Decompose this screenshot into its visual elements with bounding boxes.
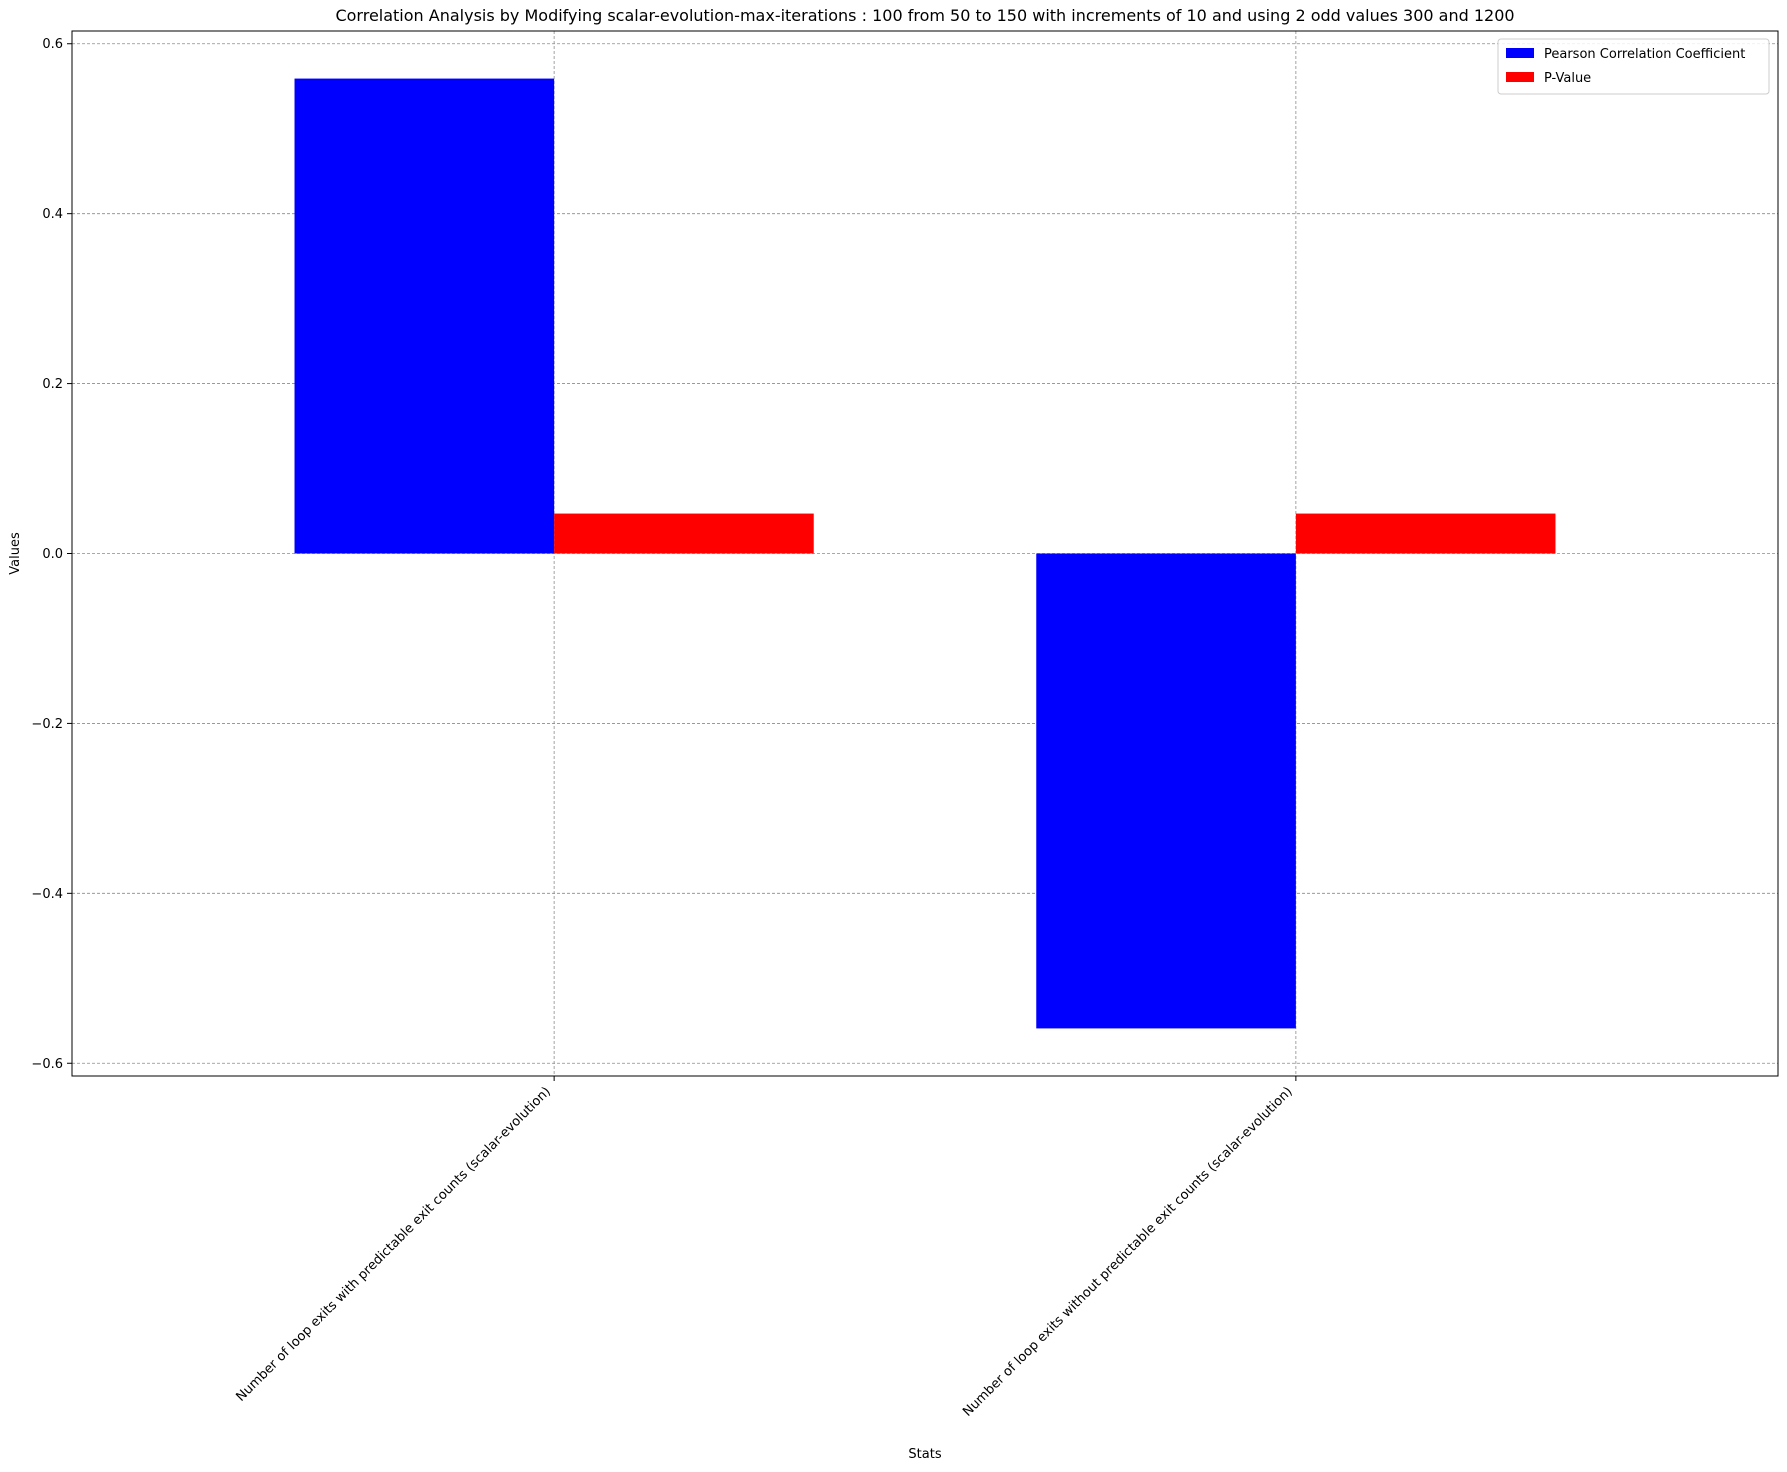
bar-pearson — [1036, 553, 1296, 1029]
legend-box — [1497, 38, 1770, 95]
legend-swatch-pvalue — [1506, 72, 1534, 82]
x-axis-label: Stats — [908, 1447, 941, 1462]
bars — [294, 78, 1556, 1029]
y-tick-label: −0.6 — [31, 1057, 63, 1072]
legend-label: Pearson Correlation Coefficient — [1544, 47, 1745, 62]
y-axis: −0.6 −0.4 −0.2 0.0 0.2 0.4 0.6 — [31, 37, 72, 1072]
chart-title: Correlation Analysis by Modifying scalar… — [335, 6, 1514, 25]
legend-label: P-Value — [1544, 71, 1591, 86]
bar-pvalue — [1295, 513, 1556, 554]
y-tick-label: −0.2 — [31, 717, 63, 732]
legend: Pearson Correlation Coefficient P-Value — [1497, 38, 1770, 95]
y-axis-label: Values — [8, 532, 23, 575]
y-tick-label: 0.0 — [42, 547, 63, 562]
bar-pearson — [294, 78, 555, 554]
y-tick-label: 0.4 — [42, 207, 63, 222]
legend-swatch-pearson — [1506, 48, 1534, 58]
y-tick-label: 0.6 — [42, 37, 63, 52]
y-tick-label: −0.4 — [31, 887, 63, 902]
bar-pvalue — [554, 513, 814, 554]
y-tick-label: 0.2 — [42, 377, 63, 392]
